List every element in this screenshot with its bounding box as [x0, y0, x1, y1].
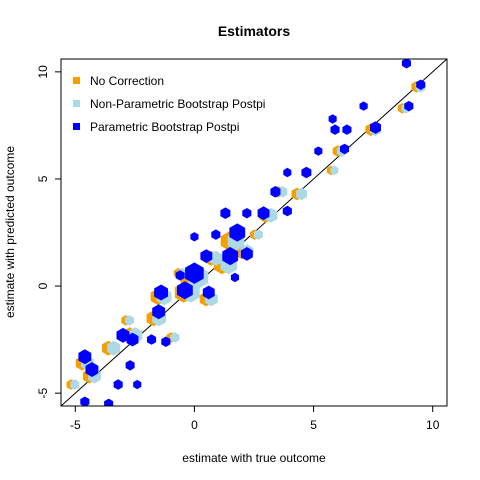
point-2-10	[152, 304, 166, 320]
legend-label-0: No Correction	[90, 74, 164, 88]
point-2-30	[301, 166, 312, 179]
point-2-29	[283, 167, 292, 178]
point-1-21	[330, 165, 339, 176]
x-tick-label-0: -5	[70, 418, 81, 432]
point-2-26	[257, 206, 270, 221]
point-2-32	[330, 124, 340, 135]
point-2-6	[133, 379, 142, 390]
point-1-20	[296, 187, 307, 201]
point-2-34	[342, 124, 352, 135]
point-2-2	[80, 396, 90, 406]
y-tick-label-0: -5	[36, 387, 50, 398]
point-2-8	[126, 332, 139, 347]
point-2-36	[359, 101, 368, 111]
x-axis: -5 0 5 10	[70, 406, 440, 432]
point-2-31	[314, 146, 323, 156]
point-2-23	[240, 247, 253, 261]
point-2-9	[147, 334, 157, 345]
point-2-19	[211, 229, 221, 240]
point-2-40	[416, 79, 426, 90]
point-2-7	[125, 360, 135, 371]
point-2-12	[161, 336, 171, 347]
legend-label-2: Parametric Bootstrap Postpi	[90, 120, 239, 134]
point-1-17	[253, 229, 263, 240]
point-2-37	[370, 121, 381, 134]
data-layer	[61, 59, 447, 406]
point-2-4	[116, 327, 130, 343]
point-2-28	[282, 205, 292, 217]
x-tick-label-1: 0	[191, 418, 198, 432]
x-tick-label-3: 10	[426, 418, 440, 432]
point-2-22	[229, 223, 246, 242]
point-2-14	[177, 281, 193, 300]
y-tick-label-3: 10	[36, 65, 50, 79]
point-2-16	[190, 232, 199, 242]
y-tick-label-1: 0	[36, 282, 50, 289]
point-2-0	[78, 349, 92, 365]
y-axis-label: estimate with predicted outcome	[3, 146, 17, 318]
point-2-17	[202, 285, 215, 300]
series-2	[78, 59, 426, 406]
x-tick-label-2: 5	[310, 418, 317, 432]
point-2-15	[185, 262, 204, 284]
legend-label-1: Non-Parametric Bootstrap Postpi	[90, 97, 265, 111]
point-2-25	[230, 272, 239, 283]
point-2-24	[242, 208, 252, 219]
point-1-3	[107, 340, 121, 356]
point-2-39	[404, 100, 414, 112]
point-2-21	[222, 247, 239, 266]
x-axis-label: estimate with true outcome	[182, 451, 326, 465]
point-2-27	[270, 186, 281, 198]
point-1-0	[70, 379, 80, 390]
chart-title: Estimators	[218, 23, 291, 39]
point-2-1	[85, 362, 99, 377]
point-2-38	[401, 59, 411, 69]
y-tick-label-2: 5	[36, 175, 50, 182]
point-1-13	[209, 250, 223, 266]
legend-swatch-2	[73, 123, 80, 130]
point-2-3	[104, 398, 114, 406]
legend: No Correction Non-Parametric Bootstrap Po…	[73, 74, 265, 134]
point-2-18	[200, 249, 213, 263]
plot-frame	[60, 58, 448, 407]
point-2-20	[220, 207, 231, 219]
point-2-35	[328, 114, 337, 124]
point-2-11	[154, 284, 168, 301]
point-2-33	[340, 143, 350, 155]
point-1-8	[170, 332, 180, 343]
point-2-13	[175, 270, 185, 281]
point-2-5	[113, 379, 123, 390]
y-axis: -5 0 5 10	[36, 65, 61, 398]
legend-swatch-0	[73, 77, 80, 84]
legend-swatch-1	[73, 100, 80, 107]
point-1-4	[125, 315, 135, 326]
